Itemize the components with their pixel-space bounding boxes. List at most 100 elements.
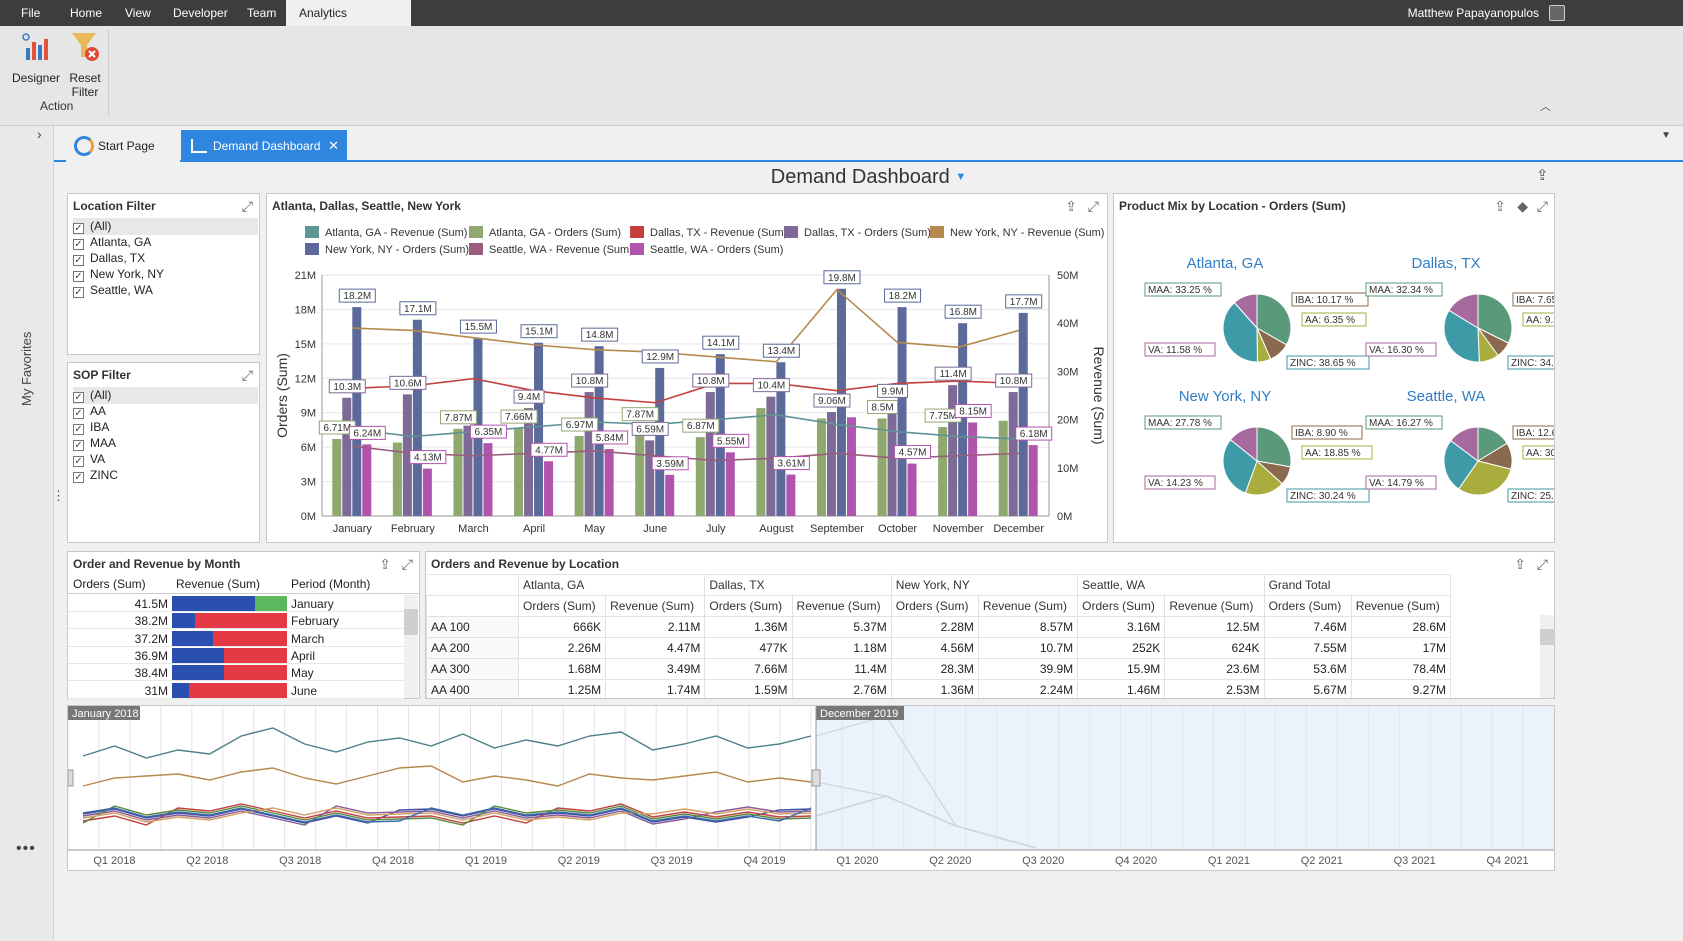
range-tick-label: Q1 2019 — [465, 855, 507, 867]
maximize-icon[interactable]: ⤢ — [1536, 198, 1548, 214]
sub-header[interactable]: Orders (Sum) — [704, 595, 793, 617]
group-header[interactable]: Seattle, WA — [1077, 574, 1265, 596]
sub-header[interactable]: Orders (Sum) — [517, 595, 607, 617]
expand-chevron-icon[interactable]: › — [37, 126, 42, 142]
maximize-icon[interactable]: ⤢ — [1536, 556, 1548, 572]
data-label: 10.8M — [697, 376, 725, 387]
checkbox-icon[interactable]: ✓ — [73, 456, 84, 467]
checkbox-icon[interactable]: ✓ — [73, 239, 84, 250]
data-label-box — [409, 450, 447, 465]
menu-developer[interactable]: Developer — [173, 6, 228, 20]
tab-start-page[interactable]: Start Page — [66, 130, 180, 162]
group-header[interactable]: Dallas, TX — [704, 574, 892, 596]
export-icon[interactable]: ⇪ — [1514, 556, 1526, 572]
maximize-icon[interactable]: ⤢ — [241, 367, 253, 383]
data-label-box — [581, 327, 619, 342]
month-row[interactable]: 38.2M February — [68, 612, 404, 630]
menu-file[interactable]: File — [21, 6, 41, 20]
sub-header[interactable]: Revenue (Sum) — [791, 595, 892, 617]
cell-value: 5.67M — [1263, 679, 1352, 698]
filter-item-maa[interactable]: ✓ MAA — [73, 435, 116, 452]
filter-item-label: MAA — [90, 436, 117, 450]
sub-header[interactable]: Revenue (Sum) — [1164, 595, 1265, 617]
checkbox-icon[interactable]: ✓ — [73, 424, 84, 435]
sub-header[interactable]: Orders (Sum) — [890, 595, 979, 617]
filter-indicator-icon[interactable]: ▼ — [955, 171, 967, 183]
checkbox-icon[interactable]: ✓ — [73, 472, 84, 483]
location-grid-scrollbar[interactable] — [1540, 615, 1554, 698]
filter-item-new-york-ny[interactable]: ✓ New York, NY — [73, 266, 164, 283]
reset-filter-label-1: Reset — [69, 71, 101, 85]
table-row[interactable]: AA 100 666K 2.11M 1.36M 5.37M 2.28M 8.57M 3.16M… — [426, 616, 1452, 638]
legend-swatch — [630, 226, 644, 238]
export-icon[interactable]: ⇪ — [1494, 198, 1506, 214]
export-icon[interactable]: ⇪ — [1065, 198, 1077, 214]
month-row[interactable]: 41.5M January — [68, 595, 404, 612]
checkbox-icon[interactable]: ✓ — [73, 255, 84, 266]
data-label: 16.8M — [949, 307, 977, 318]
user-name[interactable]: Matthew Papayanopulos — [1407, 6, 1539, 20]
checkbox-icon[interactable]: ✓ — [73, 392, 84, 403]
month-row[interactable]: 37.2M March — [68, 630, 404, 647]
col-period[interactable]: Period (Month) — [291, 577, 371, 591]
filter-item-iba[interactable]: ✓ IBA — [73, 419, 109, 436]
sidebar-grip-icon[interactable]: ⋮ — [52, 488, 65, 503]
dashboard-title: Demand Dashboard — [770, 166, 950, 188]
my-favorites-label[interactable]: My Favorites — [19, 331, 34, 406]
filter-item-seattle-wa[interactable]: ✓ Seattle, WA — [73, 282, 153, 299]
more-icon[interactable]: ••• — [16, 840, 36, 857]
menu-view[interactable]: View — [125, 6, 151, 20]
filter-item-va[interactable]: ✓ VA — [73, 451, 105, 468]
user-avatar-icon[interactable] — [1549, 5, 1565, 21]
checkbox-icon[interactable]: ✓ — [73, 271, 84, 282]
scroll-thumb[interactable] — [1540, 629, 1554, 645]
export-icon[interactable]: ⇪ — [379, 556, 391, 572]
scroll-thumb[interactable] — [404, 609, 418, 635]
close-tab-icon[interactable]: ✕ — [328, 138, 339, 153]
checkbox-icon[interactable]: ✓ — [73, 408, 84, 419]
month-row[interactable]: 38.4M May — [68, 664, 404, 682]
sub-header[interactable]: Revenue (Sum) — [1350, 595, 1452, 617]
checkbox-icon[interactable]: ✓ — [73, 440, 84, 451]
filter-item-dallas-tx[interactable]: ✓ Dallas, TX — [73, 250, 145, 267]
table-row[interactable]: AA 400 1.25M 1.74M 1.59M 2.76M 1.36M 2.24M 1.46… — [426, 679, 1452, 698]
tab-dropdown-icon[interactable]: ▼ — [1661, 130, 1671, 141]
filter-item-aa[interactable]: ✓ AA — [73, 403, 106, 420]
filter-item-zinc[interactable]: ✓ ZINC — [73, 467, 118, 484]
ribbon-collapse-icon[interactable]: ︿ — [1540, 101, 1551, 113]
maximize-icon[interactable]: ⤢ — [401, 556, 413, 572]
menu-analytics-dashboard[interactable]: Analytics Dashboard — [286, 0, 411, 46]
dashboard-export-icon[interactable]: ⇪ — [1536, 167, 1549, 184]
range-chart-svg[interactable]: Q1 2018 Q2 2018 Q3 2018 Q4 2018 Q1 2019 Q2 20… — [68, 706, 1554, 870]
maximize-icon[interactable]: ⤢ — [1087, 198, 1099, 214]
checkbox-icon[interactable]: ✓ — [73, 223, 84, 234]
layers-icon[interactable]: ◆ — [1517, 198, 1528, 214]
menu-home[interactable]: Home — [70, 6, 103, 20]
range-selector-panel[interactable]: Q1 2018 Q2 2018 Q3 2018 Q4 2018 Q1 2019 Q2 20… — [67, 705, 1555, 871]
data-label: 9.9M — [881, 386, 903, 397]
group-header[interactable]: New York, NY — [890, 574, 1079, 596]
group-header[interactable]: Grand Total — [1263, 574, 1452, 596]
filter-item--all-[interactable]: ✓ (All) — [73, 387, 258, 404]
table-row[interactable]: AA 200 2.26M 4.47M 477K 1.18M 4.56M 10.7M 252K 6… — [426, 637, 1452, 659]
month-row[interactable]: 31M June — [68, 682, 404, 699]
col-orders[interactable]: Orders (Sum) — [73, 577, 146, 591]
month-grid-scrollbar[interactable] — [404, 595, 418, 698]
table-row[interactable]: AA 300 1.68M 3.49M 7.66M 11.4M 28.3M 39.9M 15.9… — [426, 658, 1452, 680]
filter-item--all-[interactable]: ✓ (All) — [73, 218, 258, 235]
maximize-icon[interactable]: ⤢ — [241, 198, 253, 214]
tab-demand-dashboard[interactable]: Demand Dashboard ✕ — [181, 130, 347, 162]
data-label: 15.5M — [465, 322, 493, 333]
group-header[interactable]: Atlanta, GA — [517, 574, 706, 596]
checkbox-icon[interactable]: ✓ — [73, 287, 84, 298]
sub-header[interactable]: Revenue (Sum) — [605, 595, 706, 617]
filter-item-atlanta-ga[interactable]: ✓ Atlanta, GA — [73, 234, 151, 251]
sub-header[interactable]: Orders (Sum) — [1263, 595, 1352, 617]
reset-filter-button[interactable]: Reset Filter — [64, 30, 106, 99]
col-revenue[interactable]: Revenue (Sum) — [176, 577, 261, 591]
month-row[interactable]: 36.9M April — [68, 647, 404, 664]
menu-team[interactable]: Team — [247, 6, 277, 20]
sub-header[interactable]: Orders (Sum) — [1077, 595, 1166, 617]
sub-header[interactable]: Revenue (Sum) — [977, 595, 1079, 617]
designer-button[interactable]: Designer — [12, 30, 60, 85]
